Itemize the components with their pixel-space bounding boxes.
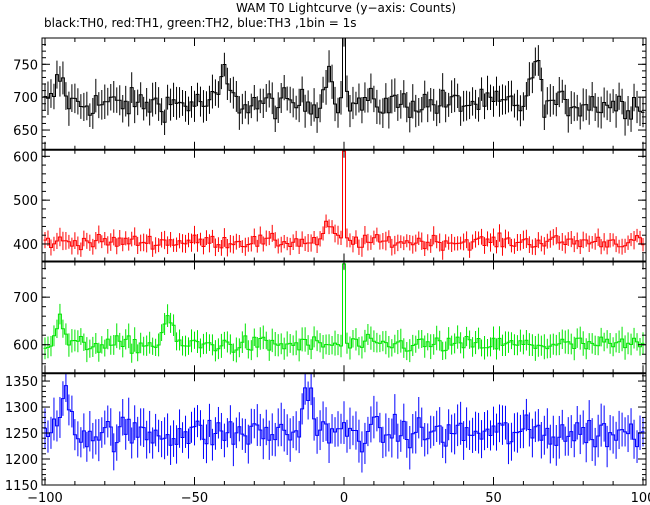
series-th2 bbox=[43, 261, 645, 363]
y-tick-label: 1150 bbox=[5, 479, 38, 494]
panel-th0: 650 700 750 bbox=[13, 37, 647, 151]
plot-area: 6507007504005006006007001150120012501300… bbox=[5, 37, 650, 505]
panel-th3: 1150 1200 1250 1300 1350 bbox=[5, 372, 647, 494]
y-tick-label: 600 bbox=[13, 339, 38, 354]
x-tick-label: 50 bbox=[485, 491, 502, 505]
y-tick-label: 1250 bbox=[5, 427, 38, 442]
panel-frame bbox=[41, 149, 647, 262]
y-tick-label: 500 bbox=[13, 194, 38, 209]
y-tick-label: 700 bbox=[13, 291, 38, 306]
panel-th1: 400 500 600 bbox=[13, 148, 647, 262]
panel-th2: 600 700 bbox=[13, 260, 647, 374]
panel-frame bbox=[41, 37, 647, 151]
y-tick-label: 400 bbox=[13, 238, 38, 253]
y-tick-label: 1350 bbox=[5, 375, 38, 390]
step-line bbox=[43, 385, 645, 453]
step-line bbox=[43, 263, 645, 354]
x-tick-label: 0 bbox=[340, 491, 348, 505]
step-line bbox=[43, 150, 645, 251]
series-th3 bbox=[43, 373, 645, 473]
x-tick-label: 100 bbox=[631, 491, 650, 505]
y-tick-label: 750 bbox=[13, 58, 38, 73]
x-tick-label: −100 bbox=[27, 491, 63, 505]
y-tick-label: 700 bbox=[13, 91, 38, 106]
chart-title: WAM T0 Lightcurve (y−axis: Counts) bbox=[236, 1, 456, 15]
step-line bbox=[43, 38, 645, 123]
series-th1 bbox=[43, 149, 645, 260]
y-tick-label: 650 bbox=[13, 124, 38, 139]
y-tick-label: 600 bbox=[13, 150, 38, 165]
chart-subtitle: black:TH0, red:TH1, green:TH2, blue:TH3 … bbox=[44, 16, 357, 30]
x-tick-label: −50 bbox=[181, 491, 208, 505]
series-th0 bbox=[43, 38, 645, 136]
panel-frame bbox=[41, 261, 647, 374]
y-tick-label: 1200 bbox=[5, 453, 38, 468]
y-tick-label: 1300 bbox=[5, 401, 38, 416]
